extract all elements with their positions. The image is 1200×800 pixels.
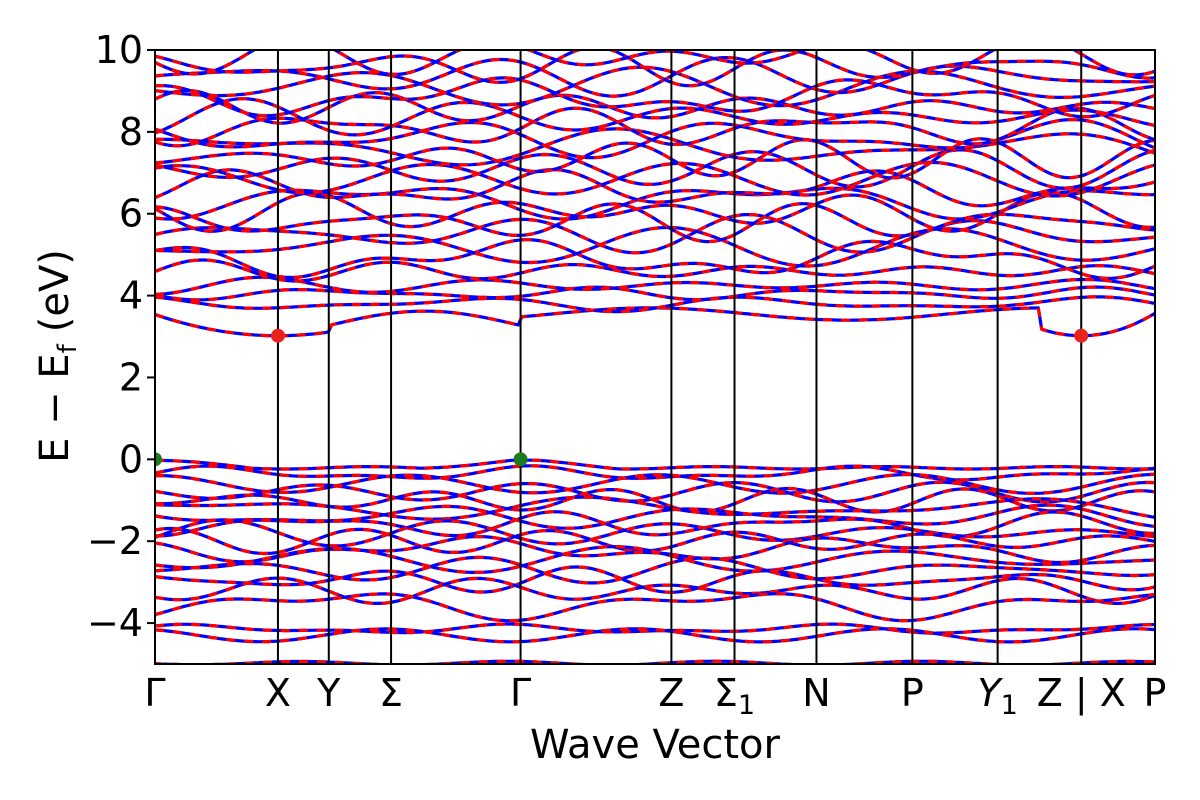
y-tick-label: 6 [119, 192, 143, 236]
band-line-spin-up [155, 88, 1155, 125]
x-axis-label: Wave Vector [530, 722, 781, 768]
band-line-spin-up [155, 285, 1155, 302]
band-line-spin-up [155, 168, 1155, 208]
band-line-spin-up [155, 565, 1155, 594]
band-extrema-markers [155, 328, 1089, 467]
y-axis-ticks: −4 −2 0 2 4 6 8 10 [87, 28, 155, 645]
y-tick-label: 10 [95, 28, 143, 72]
band-line-spin-up [155, 518, 1155, 548]
x-tick-label: Z | X [1037, 671, 1126, 716]
plot-frame [154, 49, 1156, 665]
band-line-spin-up [155, 659, 1155, 664]
band-line-spin-up [155, 97, 1155, 137]
band-line-spin-up [155, 555, 1155, 585]
band-line-spin-up [155, 545, 1155, 574]
band-line-spin-down [155, 76, 1155, 119]
x-tick-label: P [1144, 671, 1167, 715]
band-line-spin-up [155, 202, 1155, 244]
y-tick-label: 2 [119, 355, 143, 399]
cbm-marker [1074, 328, 1089, 343]
x-axis-ticks: Γ X Y Σ Γ Z Σ1 N P Y1 Z | X P [144, 671, 1166, 721]
band-line-spin-down [155, 168, 1155, 208]
x-tick-label: Γ [510, 671, 531, 715]
y-axis-label-main: E − E [32, 353, 78, 463]
y-axis-label-sub: f [53, 343, 83, 353]
y-tick-label: −2 [87, 519, 143, 563]
band-line-spin-up [155, 148, 1155, 190]
band-line-spin-up [155, 50, 1155, 77]
band-line-spin-up [155, 576, 1155, 605]
band-line-spin-down [155, 592, 1155, 623]
x-tick-label: Y1 [977, 671, 1017, 721]
band-line-spin-up [155, 592, 1155, 623]
band-line-spin-up [155, 137, 1155, 180]
cbm-marker [270, 328, 285, 343]
y-tick-label: −4 [87, 601, 143, 645]
y-tick-label: 8 [119, 110, 143, 154]
band-line-spin-up [155, 56, 1155, 98]
x-tick-label: Y [316, 671, 341, 715]
band-line-spin-up [155, 510, 1155, 539]
high-symmetry-lines [276, 50, 1083, 664]
y-axis-label: E − Ef (eV) [32, 249, 83, 463]
x-tick-label: X [265, 671, 291, 715]
band-line-spin-up [155, 458, 1155, 471]
x-tick-label: Γ [144, 671, 165, 715]
band-line-spin-up [155, 160, 1155, 198]
vbm-marker [513, 452, 528, 467]
band-line-spin-down [155, 106, 1155, 148]
band-line-spin-down [155, 306, 1155, 338]
band-line-spin-up [155, 622, 1155, 635]
band-line-spin-up [155, 225, 1155, 268]
band-line-spin-down [155, 238, 1155, 280]
band-line-spin-up [155, 627, 1155, 644]
y-tick-label: 0 [119, 437, 143, 481]
x-tick-label: N [802, 671, 830, 715]
y-axis-label-unit: (eV) [32, 249, 78, 332]
band-line-spin-up [155, 306, 1155, 338]
band-line-spin-up [155, 472, 1155, 495]
band-line-spin-up [155, 258, 1155, 283]
band-line-spin-up [155, 480, 1155, 504]
x-tick-label: Σ [379, 671, 403, 715]
y-tick-label: 4 [119, 274, 143, 318]
band-line-spin-up [155, 295, 1155, 314]
band-lines [155, 50, 1155, 664]
x-tick-label: P [901, 671, 924, 715]
band-line-spin-up [155, 50, 1155, 88]
band-line-spin-up [155, 213, 1155, 255]
vbm-marker [155, 452, 162, 467]
band-line-spin-up [155, 275, 1155, 296]
band-line-spin-up [155, 191, 1155, 233]
x-tick-label: Σ1 [714, 671, 755, 721]
band-line-spin-up [155, 495, 1155, 521]
x-tick-label: Z [658, 671, 684, 715]
band-line-spin-up [155, 464, 1155, 482]
